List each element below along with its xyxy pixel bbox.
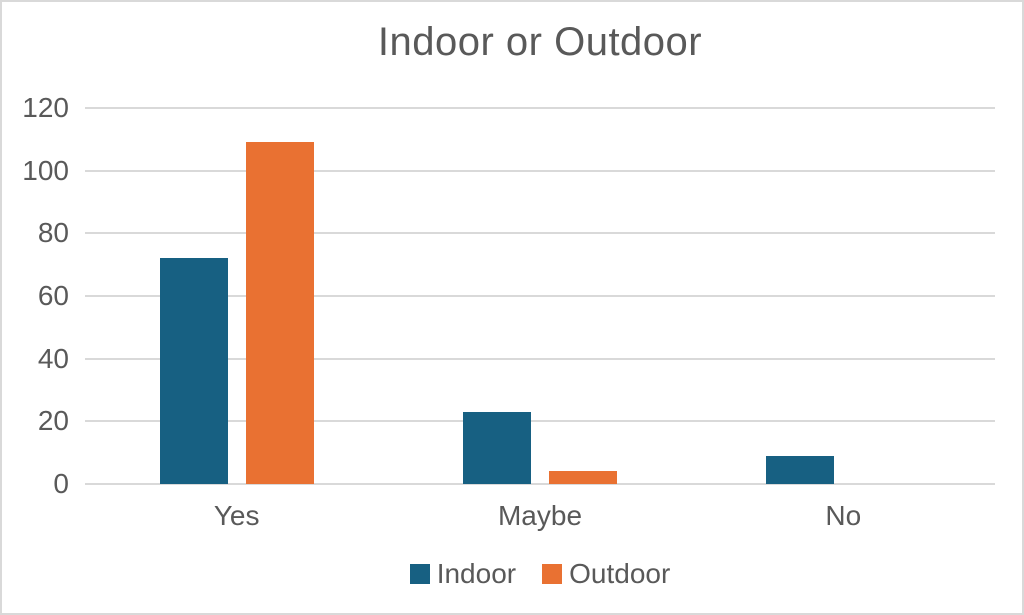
plot-area: 0 20 40 60 80 100 120 Yes Maybe No [22,92,995,531]
legend-swatch-outdoor [542,564,563,584]
y-tick-label-80: 80 [37,217,69,249]
bar-outdoor-yes [245,142,314,484]
gridline-60 [85,295,995,297]
y-tick-label-20: 20 [37,405,69,437]
bar-indoor-no [766,455,835,484]
gridline-80 [85,232,995,235]
y-tick-label-120: 120 [22,92,69,123]
legend-item-indoor: Indoor [409,558,517,589]
x-category-label-yes: Yes [213,500,260,531]
gridline-100 [85,169,995,172]
x-category-label-no: No [825,500,862,531]
bar-indoor-maybe [463,411,531,484]
y-tick-label-40: 40 [37,342,69,374]
x-category-label-maybe: Maybe [497,500,583,531]
y-tick-label-100: 100 [22,154,69,186]
chart-title: Indoor or Outdoor [377,20,703,64]
gridline-0 [85,483,995,485]
legend-label-outdoor: Outdoor [569,558,671,589]
bar-outdoor-maybe [549,471,617,484]
gridline-120 [85,107,995,109]
legend-label-indoor: Indoor [436,558,517,589]
bar-indoor-yes [159,258,228,484]
legend: Indoor Outdoor [85,558,995,589]
legend-swatch-indoor [409,564,430,584]
gridline-40 [85,357,995,360]
gridline-20 [85,420,995,423]
legend-item-outdoor: Outdoor [542,558,671,589]
y-tick-label-0: 0 [53,468,69,499]
y-tick-label-60: 60 [37,280,69,311]
